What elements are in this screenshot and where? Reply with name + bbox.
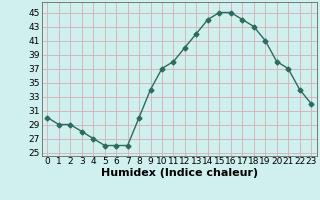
- X-axis label: Humidex (Indice chaleur): Humidex (Indice chaleur): [100, 168, 258, 178]
